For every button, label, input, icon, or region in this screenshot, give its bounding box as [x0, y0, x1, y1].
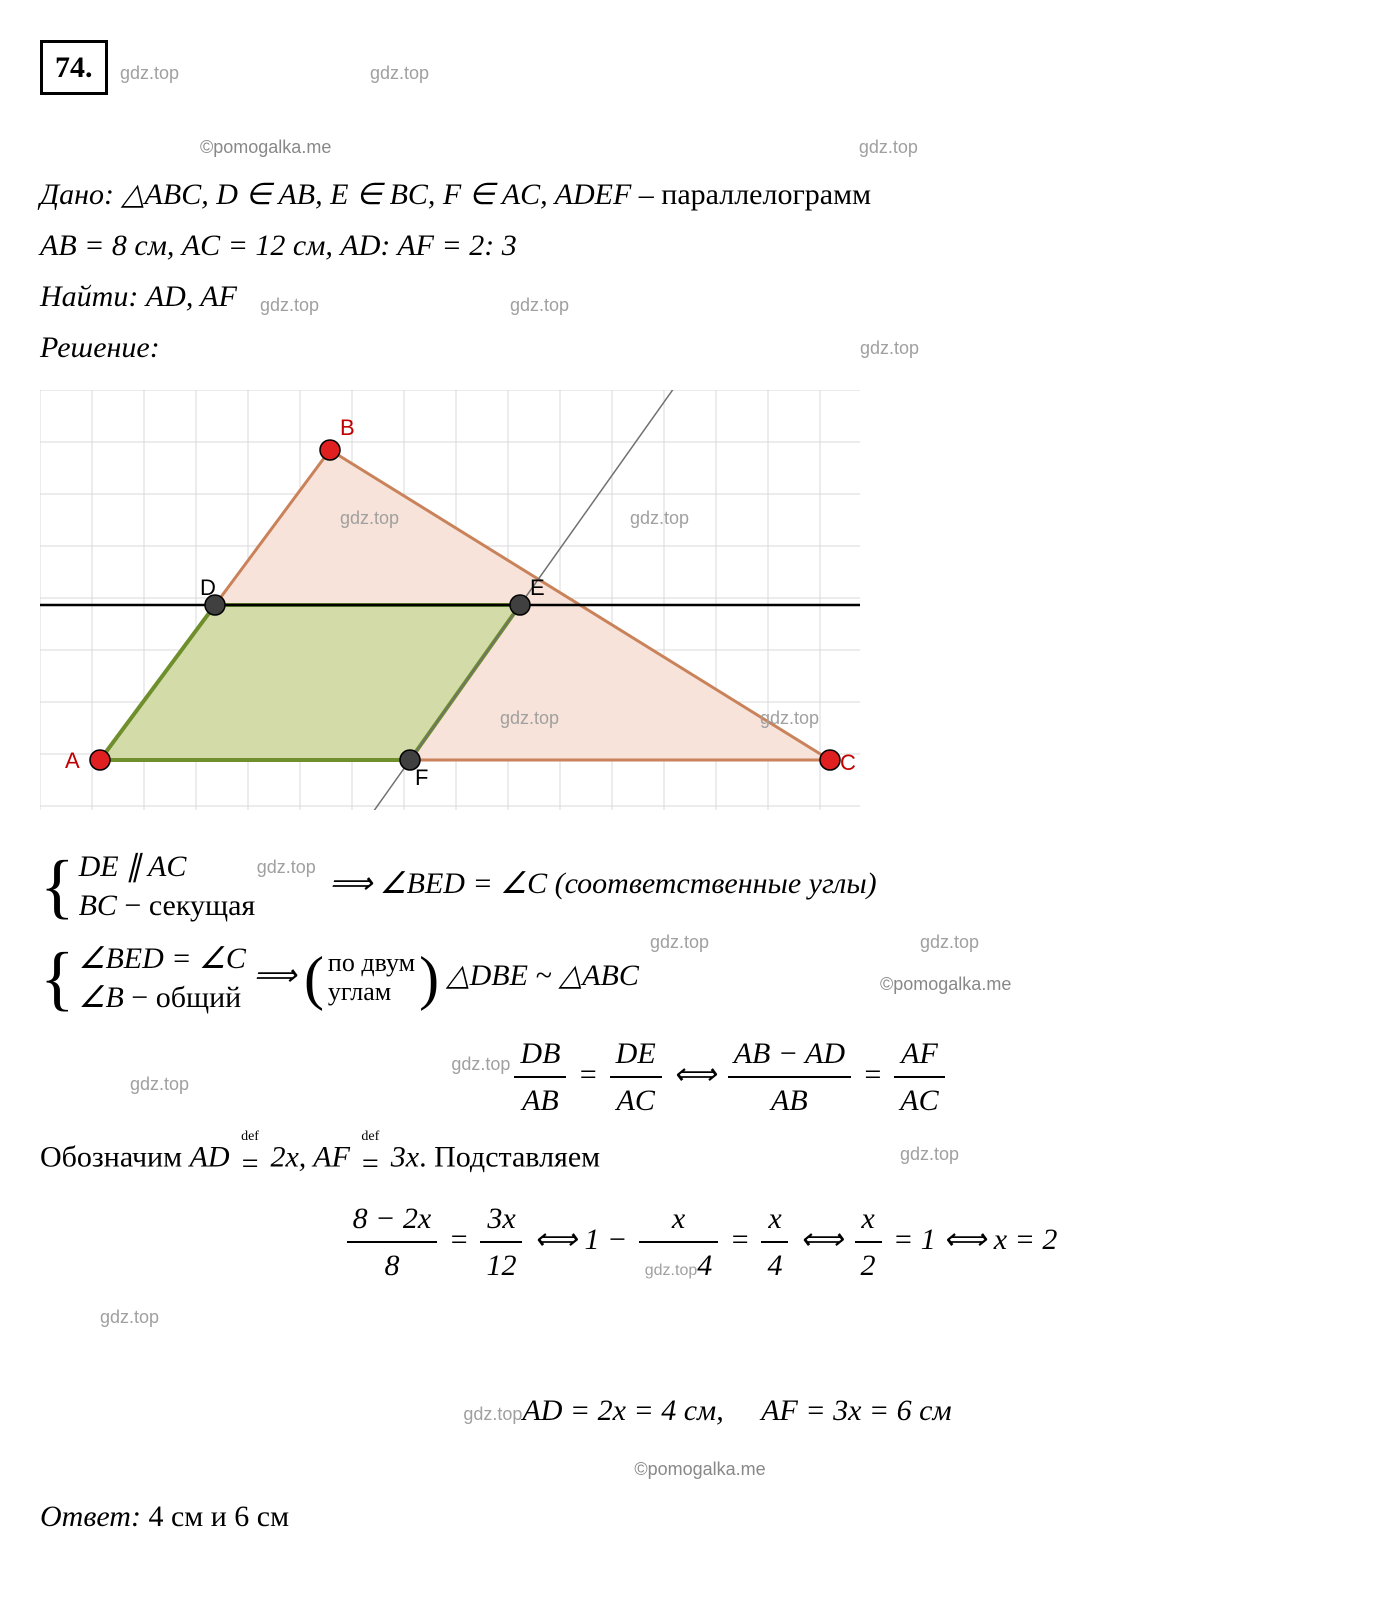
watermark: gdz.top: [340, 505, 399, 532]
watermark: gdz.top: [920, 929, 979, 956]
watermark: gdz.top: [260, 292, 319, 319]
svg-text:C: C: [840, 750, 856, 775]
watermark: gdz.top: [451, 1054, 510, 1074]
watermark: gdz.top: [370, 60, 429, 87]
svg-text:D: D: [200, 575, 216, 600]
svg-text:B: B: [340, 415, 355, 440]
given-line-2: AB = 8 см, AC = 12 см, AD: AF = 2: 3: [40, 223, 1360, 268]
system-2: { ∠BED = ∠C ∠B − общий ⟹ ( по двум углам…: [40, 935, 1360, 1021]
system-1: { DE ∥ AC BC − секущая gdz.top ⟹ ∠BED = …: [40, 843, 1360, 929]
watermark: gdz.top: [463, 1404, 522, 1424]
copyright: ©pomogalka.me: [200, 137, 331, 157]
given-label: Дано: [40, 178, 104, 211]
watermark: gdz.top: [900, 1141, 959, 1168]
copyright: ©pomogalka.me: [634, 1459, 765, 1479]
proportion-equation: gdz.top gdz.topDBAB = DEAC ⟺ AB − ADAB =…: [40, 1031, 1360, 1123]
watermark: gdz.top: [859, 137, 918, 157]
watermark: gdz.top: [630, 505, 689, 532]
svg-text:A: A: [65, 748, 80, 773]
triangle-diagram: A B C D E F: [40, 390, 860, 810]
watermark: gdz.top: [760, 705, 819, 732]
watermark: gdz.top: [510, 292, 569, 319]
problem-number: 74.: [40, 40, 108, 95]
watermark: gdz.top: [120, 60, 179, 87]
result-line: gdz.top gdz.topAD = 2x = 4 см, AF = 3x =…: [40, 1298, 1360, 1433]
svg-text:E: E: [530, 575, 545, 600]
solving-equation: 8 − 2x8 = 3x12 ⟺ 1 − xgdz.top4 = x4 ⟺ x2…: [40, 1196, 1360, 1288]
watermark: gdz.top: [130, 1071, 189, 1098]
solution-label: Решение:: [40, 331, 160, 364]
given-line-1: Дано: △ABC, D ∈ AB, E ∈ BC, F ∈ AC, ADEF…: [40, 172, 1360, 217]
watermark: gdz.top: [650, 929, 709, 956]
geometry-figure: A B C D E F gdz.top gdz.top gdz.top gdz.top: [40, 390, 1360, 823]
denote-line: Обозначим AD def= 2x, AF def= 3x. Подста…: [40, 1133, 1360, 1186]
answer-line: Ответ: 4 см и 6 см: [40, 1494, 1360, 1539]
find-line: Найти: AD, AF gdz.top gdz.top: [40, 274, 1360, 319]
svg-text:F: F: [415, 765, 428, 790]
watermark: gdz.top: [500, 705, 559, 732]
watermark: gdz.top: [100, 1304, 159, 1331]
watermark: gdz.top: [257, 857, 316, 877]
copyright: ©pomogalka.me: [880, 971, 1011, 998]
watermark: gdz.top: [860, 335, 919, 362]
